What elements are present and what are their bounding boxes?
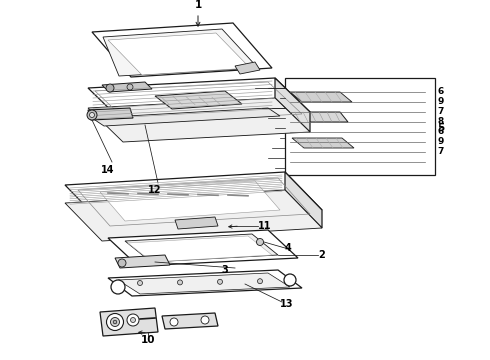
Polygon shape	[108, 33, 250, 75]
Polygon shape	[155, 91, 242, 109]
Circle shape	[111, 280, 125, 294]
Polygon shape	[88, 108, 133, 120]
Polygon shape	[100, 181, 280, 221]
Polygon shape	[65, 172, 322, 223]
Polygon shape	[65, 190, 322, 241]
Circle shape	[118, 259, 126, 267]
Text: 2: 2	[318, 250, 325, 260]
Polygon shape	[115, 255, 170, 268]
Polygon shape	[102, 82, 152, 92]
Circle shape	[111, 318, 120, 327]
Polygon shape	[88, 98, 310, 142]
Text: 7: 7	[437, 148, 443, 157]
Text: 10: 10	[141, 335, 155, 345]
Polygon shape	[108, 230, 298, 266]
Polygon shape	[290, 92, 352, 102]
Circle shape	[177, 280, 182, 285]
Circle shape	[130, 318, 136, 323]
Circle shape	[90, 112, 95, 117]
Circle shape	[106, 314, 123, 330]
Text: 7: 7	[437, 108, 443, 117]
Polygon shape	[92, 23, 272, 77]
Polygon shape	[285, 172, 322, 228]
Circle shape	[127, 314, 139, 326]
Polygon shape	[128, 236, 272, 262]
Text: 3: 3	[221, 265, 228, 275]
Polygon shape	[125, 234, 278, 262]
Text: 14: 14	[101, 165, 115, 175]
Text: 9: 9	[437, 98, 443, 107]
Text: 1: 1	[195, 0, 201, 10]
Circle shape	[201, 316, 209, 324]
Circle shape	[113, 320, 117, 324]
Polygon shape	[175, 217, 218, 229]
Circle shape	[258, 279, 263, 284]
Text: 9: 9	[437, 138, 443, 147]
Text: 5: 5	[437, 123, 444, 133]
Circle shape	[170, 318, 178, 326]
Circle shape	[218, 279, 222, 284]
Circle shape	[256, 238, 264, 246]
Polygon shape	[275, 78, 310, 132]
Circle shape	[284, 274, 296, 286]
Circle shape	[106, 84, 114, 92]
Text: 6: 6	[437, 127, 443, 136]
Circle shape	[138, 280, 143, 285]
Polygon shape	[88, 78, 310, 122]
Text: 4: 4	[285, 243, 292, 253]
Polygon shape	[103, 29, 258, 76]
Circle shape	[87, 110, 97, 120]
Text: 6: 6	[437, 87, 443, 96]
Text: 12: 12	[148, 185, 162, 195]
Text: 8: 8	[437, 117, 443, 126]
Circle shape	[127, 84, 133, 90]
Polygon shape	[293, 112, 348, 122]
Polygon shape	[285, 78, 435, 175]
Polygon shape	[292, 138, 354, 148]
Polygon shape	[108, 270, 302, 296]
Polygon shape	[118, 273, 290, 294]
Text: 11: 11	[258, 221, 271, 231]
Polygon shape	[235, 62, 260, 74]
Text: 13: 13	[280, 299, 294, 309]
Polygon shape	[162, 313, 218, 329]
Polygon shape	[100, 308, 158, 336]
Polygon shape	[92, 108, 280, 126]
